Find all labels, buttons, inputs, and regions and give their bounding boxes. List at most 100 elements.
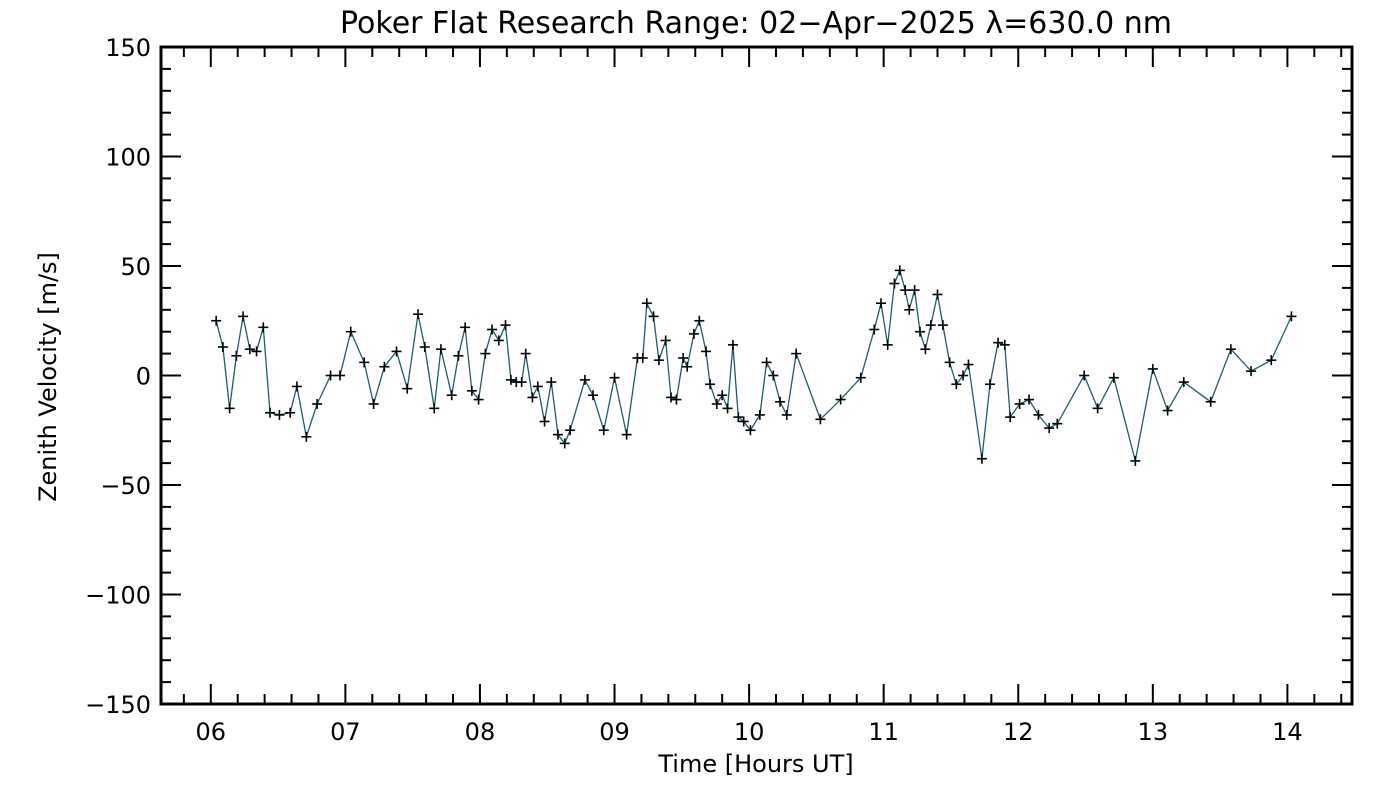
y-axis-label: Zenith Velocity [m/s] — [34, 252, 62, 502]
x-tick-label: 13 — [1138, 718, 1169, 746]
axis-ticks: 06 07 08 09 10 11 12 13 14 150 100 50 0 −50 −100 −150 — [85, 34, 1352, 746]
data-point-marker — [224, 403, 235, 414]
x-tick-label: 11 — [868, 718, 899, 746]
data-point-marker — [951, 379, 962, 390]
data-point-marker — [660, 335, 671, 346]
data-point-marker — [480, 348, 491, 359]
data-point-marker — [976, 453, 987, 464]
data-point-marker — [446, 390, 457, 401]
data-point-marker — [1162, 405, 1173, 416]
data-point-marker — [238, 311, 249, 322]
data-point-marker — [688, 328, 699, 339]
data-point-marker — [1130, 455, 1141, 466]
data-point-marker — [722, 403, 733, 414]
data-point-marker — [413, 309, 424, 320]
data-point-marker — [920, 344, 931, 355]
data-point-marker — [984, 379, 995, 390]
data-point-marker — [527, 392, 538, 403]
data-point-marker — [1246, 366, 1257, 377]
data-point-marker — [312, 398, 323, 409]
data-point-marker — [666, 392, 677, 403]
data-point-marker — [727, 339, 738, 350]
data-point-marker — [1052, 418, 1063, 429]
data-point-marker — [671, 394, 682, 405]
y-tick-label: −150 — [85, 691, 151, 719]
data-point-marker — [211, 315, 222, 326]
data-point-marker — [1225, 344, 1236, 355]
data-point-marker — [1079, 370, 1090, 381]
data-point-marker — [875, 298, 886, 309]
y-tick-label: 50 — [120, 253, 151, 281]
data-point-marker — [882, 339, 893, 350]
data-point-marker — [435, 344, 446, 355]
data-point-marker — [937, 320, 948, 331]
data-point-marker — [565, 425, 576, 436]
data-point-marker — [653, 355, 664, 366]
data-point-marker — [1147, 363, 1158, 374]
y-tick-label: 150 — [105, 34, 151, 62]
data-point-marker — [217, 342, 228, 353]
data-point-marker — [258, 322, 269, 333]
data-point-marker — [473, 394, 484, 405]
data-point-marker — [909, 285, 920, 296]
data-point-marker — [925, 320, 936, 331]
data-point-marker — [944, 357, 955, 368]
data-point-marker — [402, 383, 413, 394]
x-tick-label: 07 — [330, 718, 361, 746]
data-point-marker — [520, 348, 531, 359]
data-point-marker — [682, 361, 693, 372]
data-point-marker — [733, 412, 744, 423]
data-point-marker — [579, 374, 590, 385]
data-point-marker — [775, 396, 786, 407]
data-point-marker — [487, 324, 498, 335]
data-point-marker — [334, 370, 345, 381]
plot-frame — [159, 45, 1354, 706]
data-point-marker — [963, 359, 974, 370]
data-point-marker — [678, 352, 689, 363]
data-point-marker — [368, 398, 379, 409]
x-tick-label: 08 — [465, 718, 496, 746]
data-point-marker — [419, 342, 430, 353]
data-point-marker — [621, 429, 632, 440]
data-point-marker — [1266, 355, 1277, 366]
x-tick-label: 06 — [196, 718, 227, 746]
data-point-marker — [694, 315, 705, 326]
data-point-marker — [251, 346, 262, 357]
data-point-marker — [835, 394, 846, 405]
data-point-marker — [894, 265, 905, 276]
data-point-marker — [1205, 396, 1216, 407]
data-point-marker — [900, 285, 911, 296]
data-point-marker — [539, 416, 550, 427]
data-point-marker — [505, 374, 516, 385]
data-point-marker — [1108, 372, 1119, 383]
data-point-marker — [274, 409, 285, 420]
data-point-marker — [379, 361, 390, 372]
y-tick-label: 100 — [105, 144, 151, 172]
data-point-marker — [391, 346, 402, 357]
data-point-marker — [265, 407, 276, 418]
data-point-marker — [648, 311, 659, 322]
data-point-marker — [889, 278, 900, 289]
data-point-marker — [466, 385, 477, 396]
data-point-marker — [1024, 394, 1035, 405]
data-point-marker — [609, 372, 620, 383]
data-point-marker — [761, 357, 772, 368]
data-point-marker — [231, 350, 242, 361]
data-point-marker — [325, 370, 336, 381]
y-tick-label: 0 — [136, 363, 151, 391]
data-point-marker — [532, 381, 543, 392]
data-point-marker — [815, 414, 826, 425]
data-point-marker — [460, 322, 471, 333]
data-point-marker — [546, 377, 557, 388]
x-axis-label: Time [Hours UT] — [657, 750, 853, 778]
data-point-marker — [791, 348, 802, 359]
x-tick-label: 10 — [734, 718, 765, 746]
data-point-marker — [453, 350, 464, 361]
data-point-marker — [345, 326, 356, 337]
y-tick-label: −100 — [85, 582, 151, 610]
data-point-marker — [705, 379, 716, 390]
data-point-marker — [1044, 423, 1055, 434]
data-point-marker — [958, 370, 969, 381]
